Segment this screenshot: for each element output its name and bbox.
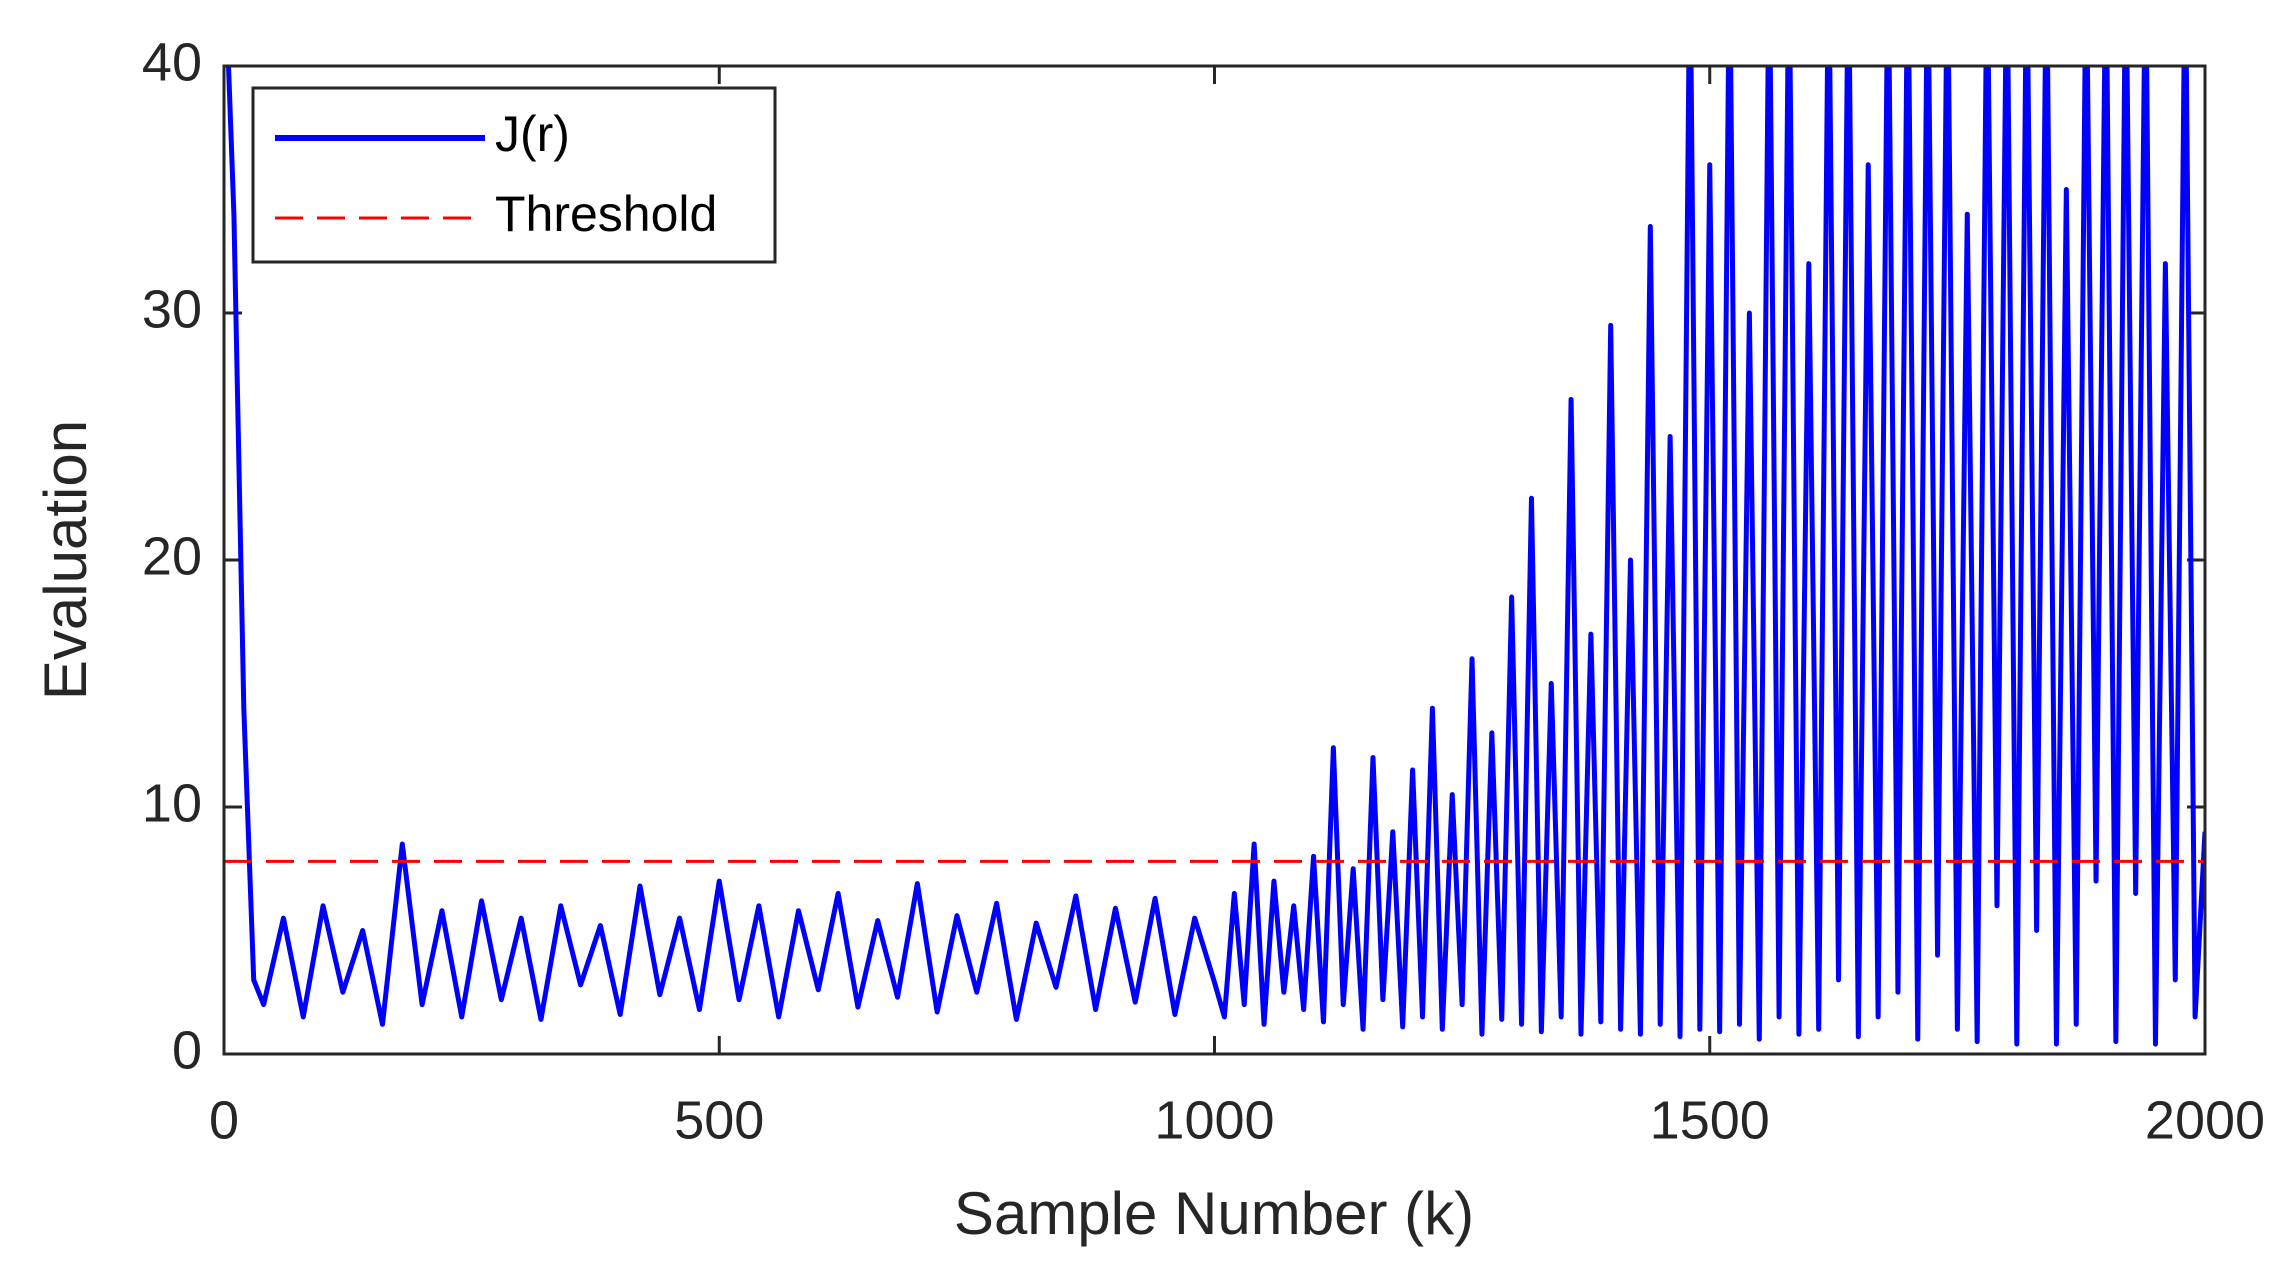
x-tick-label: 0 (209, 1090, 239, 1150)
y-tick-label: 40 (142, 32, 202, 92)
line-series (226, 66, 2205, 1047)
legend-box (251, 86, 777, 264)
legend-label: Threshold (495, 186, 717, 242)
x-tick-label: 1500 (1650, 1090, 1770, 1150)
plot-area (224, 66, 2205, 1047)
y-tick-label: 20 (142, 526, 202, 586)
y-tick-label: 30 (142, 279, 202, 339)
y-axis-label: Evaluation (32, 420, 99, 700)
x-tick-label: 1000 (1154, 1090, 1274, 1150)
axes-box (222, 64, 2207, 1056)
x-axis-label: Sample Number (k) (954, 1180, 1474, 1247)
x-tick-label: 500 (674, 1090, 764, 1150)
legend-label: J(r) (495, 106, 570, 162)
x-tick-label: 2000 (2145, 1090, 2265, 1150)
y-tick-label: 10 (142, 773, 202, 833)
y-tick-label: 0 (172, 1020, 202, 1080)
